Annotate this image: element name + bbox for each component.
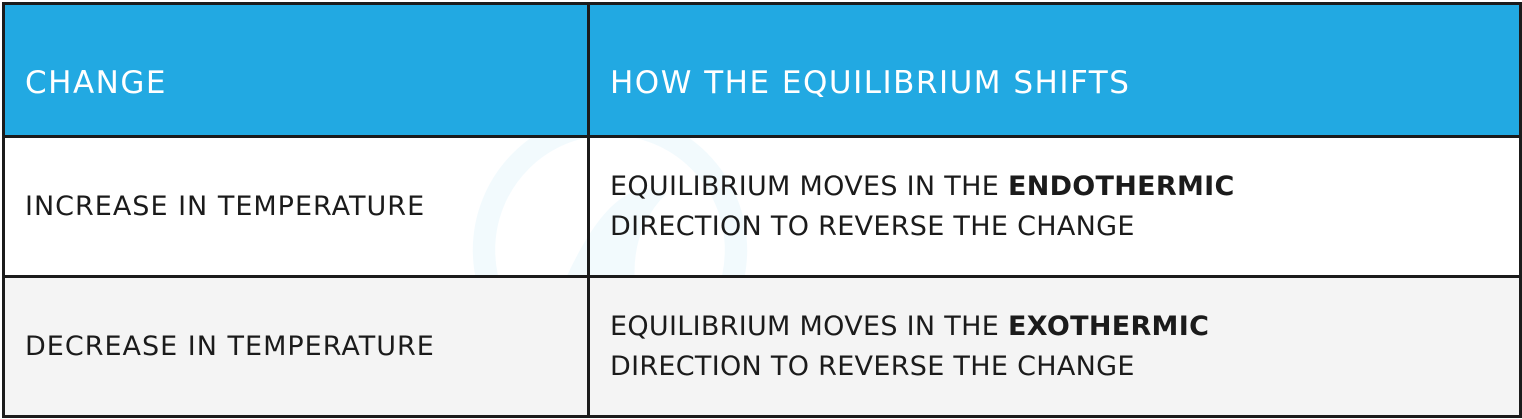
shift-cell-increase: EQUILIBRIUM MOVES IN THE ENDOTHERMIC DIRE…	[587, 135, 1522, 278]
header-equilibrium-shift: HOW THE EQUILIBRIUM SHIFTS	[587, 2, 1522, 138]
table-row-decrease: DECREASE IN TEMPERATURE EQUILIBRIUM MOVE…	[2, 275, 1522, 418]
change-cell-decrease: DECREASE IN TEMPERATURE	[2, 275, 590, 418]
shift-prefix-decrease: EQUILIBRIUM MOVES IN THE	[610, 310, 1000, 342]
shift-cell-decrease: EQUILIBRIUM MOVES IN THE EXOTHERMIC DIREC…	[587, 275, 1522, 418]
header-change: CHANGE	[2, 2, 590, 138]
shift-direction-increase: ENDOTHERMIC	[1007, 170, 1235, 202]
change-cell-increase: INCREASE IN TEMPERATURE	[2, 135, 590, 278]
shift-suffix-increase: DIRECTION TO REVERSE THE CHANGE	[610, 210, 1135, 242]
shift-direction-decrease: EXOTHERMIC	[1007, 310, 1210, 342]
shift-suffix-decrease: DIRECTION TO REVERSE THE CHANGE	[610, 350, 1135, 382]
table-row-increase: INCREASE IN TEMPERATURE EQUILIBRIUM MOVE…	[2, 135, 1522, 278]
table-header-row: CHANGE HOW THE EQUILIBRIUM SHIFTS	[2, 2, 1522, 138]
shift-prefix-increase: EQUILIBRIUM MOVES IN THE	[610, 170, 1000, 202]
